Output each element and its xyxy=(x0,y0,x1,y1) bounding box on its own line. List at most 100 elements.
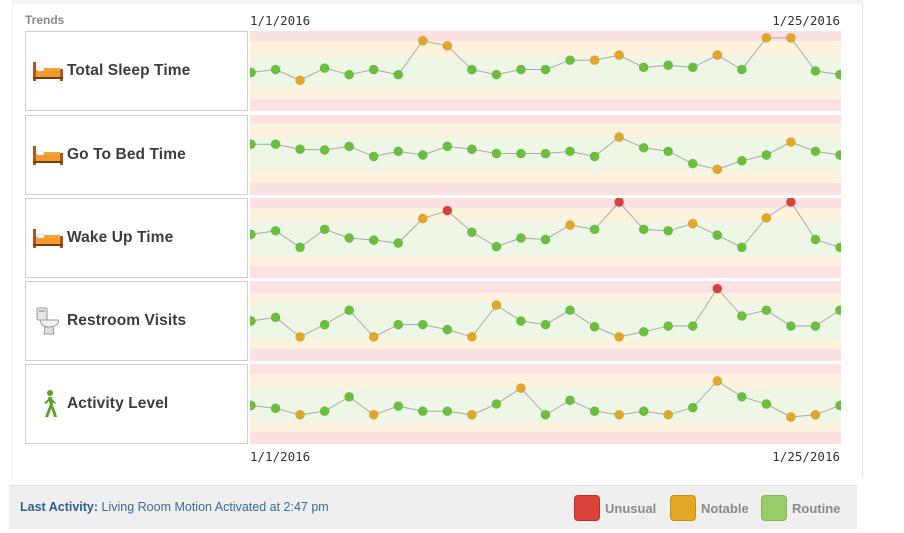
trend-point[interactable] xyxy=(638,326,649,337)
trend-point[interactable] xyxy=(614,198,625,207)
row-restroom-visits[interactable]: Restroom Visits xyxy=(25,281,248,361)
trend-point[interactable] xyxy=(295,331,305,342)
trend-point[interactable] xyxy=(638,406,649,417)
trend-point[interactable] xyxy=(295,75,305,86)
trend-point[interactable] xyxy=(540,319,551,330)
trend-point[interactable] xyxy=(516,64,526,75)
trend-point[interactable] xyxy=(712,376,723,386)
trend-point[interactable] xyxy=(761,305,772,316)
trend-point[interactable] xyxy=(295,144,305,155)
trend-point[interactable] xyxy=(565,220,575,230)
trend-point[interactable] xyxy=(663,60,674,71)
trend-point[interactable] xyxy=(270,312,281,323)
trend-point[interactable] xyxy=(295,409,305,420)
trend-point[interactable] xyxy=(270,403,281,414)
trend-point[interactable] xyxy=(442,205,453,216)
trend-point[interactable] xyxy=(589,151,600,162)
trend-point[interactable] xyxy=(565,146,575,157)
trend-point[interactable] xyxy=(466,409,477,420)
trend-point[interactable] xyxy=(786,321,796,331)
trend-point[interactable] xyxy=(393,319,404,330)
trend-point[interactable] xyxy=(786,198,796,207)
trend-point[interactable] xyxy=(442,324,453,335)
trend-point[interactable] xyxy=(368,64,379,75)
trend-point[interactable] xyxy=(516,233,526,243)
trend-point[interactable] xyxy=(344,391,355,402)
trend-point[interactable] xyxy=(835,305,841,316)
trend-point[interactable] xyxy=(687,218,698,229)
trend-point[interactable] xyxy=(712,283,723,294)
trend-point[interactable] xyxy=(319,63,330,74)
trend-point[interactable] xyxy=(736,155,747,166)
trend-point[interactable] xyxy=(270,139,281,150)
row-activity-level[interactable]: Activity Level xyxy=(25,364,248,444)
trend-point[interactable] xyxy=(687,402,698,413)
trend-point[interactable] xyxy=(516,383,526,394)
trend-point[interactable] xyxy=(540,234,551,245)
trend-point[interactable] xyxy=(491,241,502,252)
trend-point[interactable] xyxy=(466,64,477,75)
trend-point[interactable] xyxy=(368,409,379,420)
trend-point[interactable] xyxy=(344,69,355,80)
trend-point[interactable] xyxy=(319,145,330,155)
trend-point[interactable] xyxy=(589,55,600,66)
trend-point[interactable] xyxy=(614,409,625,420)
row-wake-up-time[interactable]: Wake Up Time xyxy=(25,198,248,278)
trend-point[interactable] xyxy=(270,225,281,236)
trend-point[interactable] xyxy=(295,242,305,253)
trend-point[interactable] xyxy=(712,230,723,241)
trend-point[interactable] xyxy=(786,137,796,147)
trend-point[interactable] xyxy=(516,148,526,159)
trend-point[interactable] xyxy=(270,64,281,75)
trend-point[interactable] xyxy=(761,399,772,409)
trend-point[interactable] xyxy=(466,227,477,238)
trend-point[interactable] xyxy=(491,399,502,409)
trend-point[interactable] xyxy=(638,224,649,235)
trend-point[interactable] xyxy=(810,321,821,331)
trend-point[interactable] xyxy=(835,400,841,411)
trend-point[interactable] xyxy=(638,142,649,153)
trend-point[interactable] xyxy=(393,401,404,412)
trend-point[interactable] xyxy=(614,50,625,61)
trend-point[interactable] xyxy=(319,224,330,235)
trend-point[interactable] xyxy=(712,164,723,175)
trend-point[interactable] xyxy=(540,64,551,75)
trend-point[interactable] xyxy=(393,69,404,80)
trend-point[interactable] xyxy=(417,35,428,46)
trend-point[interactable] xyxy=(319,406,330,417)
trend-point[interactable] xyxy=(810,234,821,245)
trend-point[interactable] xyxy=(761,212,772,223)
trend-point[interactable] xyxy=(417,319,428,330)
trend-point[interactable] xyxy=(319,319,330,330)
trend-point[interactable] xyxy=(835,150,841,160)
trend-point[interactable] xyxy=(663,321,674,331)
trend-point[interactable] xyxy=(466,331,477,342)
trend-point[interactable] xyxy=(614,132,625,142)
trend-point[interactable] xyxy=(589,321,600,332)
row-go-to-bed-time[interactable]: Go To Bed Time xyxy=(25,115,248,195)
trend-point[interactable] xyxy=(565,395,575,406)
trend-point[interactable] xyxy=(638,62,649,73)
trend-point[interactable] xyxy=(540,409,551,420)
trend-point[interactable] xyxy=(442,406,453,417)
trend-point[interactable] xyxy=(810,409,821,420)
trend-point[interactable] xyxy=(417,213,428,224)
trend-point[interactable] xyxy=(516,316,526,326)
trend-point[interactable] xyxy=(835,242,841,253)
trend-point[interactable] xyxy=(736,242,747,253)
trend-point[interactable] xyxy=(442,40,453,51)
trend-point[interactable] xyxy=(250,400,256,411)
trend-point[interactable] xyxy=(712,50,723,61)
trend-point[interactable] xyxy=(614,331,625,342)
trend-point[interactable] xyxy=(687,158,698,169)
trend-point[interactable] xyxy=(761,32,772,43)
trend-point[interactable] xyxy=(589,406,600,417)
trend-point[interactable] xyxy=(761,150,772,160)
trend-point[interactable] xyxy=(417,150,428,160)
trend-point[interactable] xyxy=(250,316,256,326)
trend-point[interactable] xyxy=(663,409,674,420)
trend-point[interactable] xyxy=(344,233,355,243)
trend-point[interactable] xyxy=(466,144,477,155)
trend-point[interactable] xyxy=(736,311,747,321)
trend-point[interactable] xyxy=(810,66,821,76)
